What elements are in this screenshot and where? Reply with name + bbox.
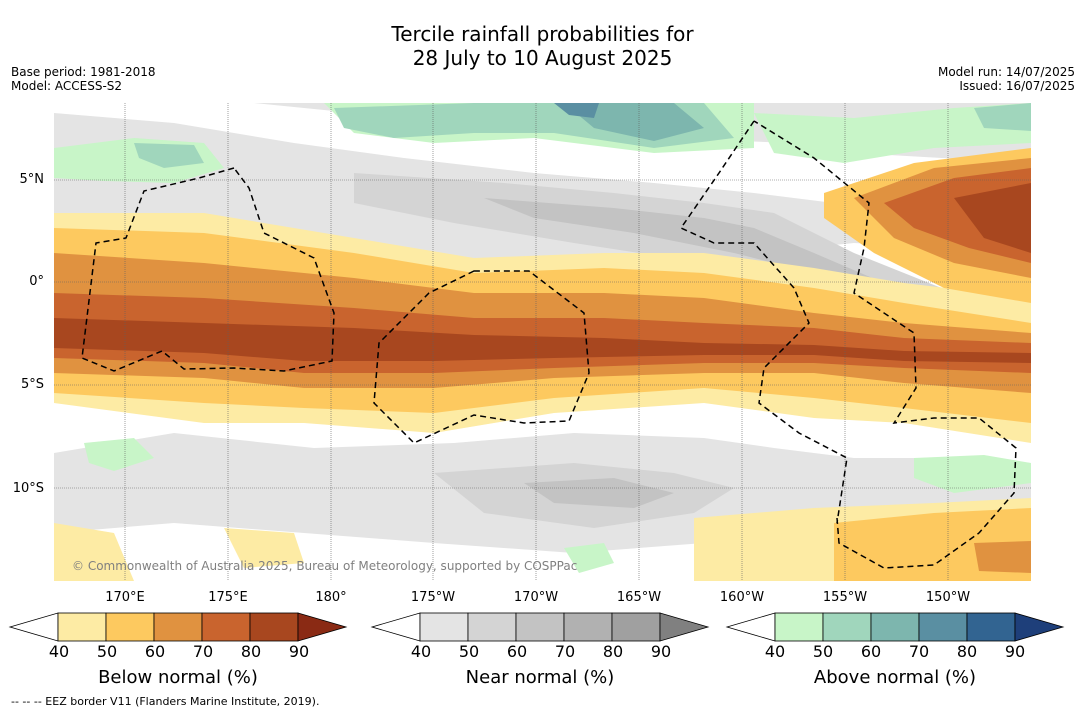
meta-right: Model run: 14/07/2025 Issued: 16/07/2025 — [938, 65, 1075, 93]
colorbar-near-seg-3 — [515, 612, 565, 642]
lat-label-5n: 5°N — [19, 172, 45, 187]
tick-below-90: 90 — [288, 642, 310, 661]
tick-near-80: 80 — [602, 642, 624, 661]
colorbar-below-seg-2 — [105, 612, 155, 642]
lon-label-180: 180° — [315, 590, 347, 605]
colorbar-above-seg-2 — [822, 612, 872, 642]
tick-near-50: 50 — [458, 642, 480, 661]
colorbar-below-label: Below normal (%) — [98, 667, 258, 688]
lon-label-170e: 170°E — [105, 590, 145, 605]
title-line-2: 28 July to 10 August 2025 — [412, 46, 673, 70]
tick-near-60: 60 — [506, 642, 528, 661]
tick-above-60: 60 — [860, 642, 882, 661]
lat-label-10s: 10°S — [12, 481, 44, 496]
lon-label-165w: 165°W — [616, 590, 662, 605]
above-normal-south-west — [84, 438, 154, 471]
tick-below-60: 60 — [144, 642, 166, 661]
colorbar-below-seg-5 — [249, 612, 299, 642]
colorbar-below-seg-1 — [57, 612, 107, 642]
base-period-text: Base period: 1981-2018 — [11, 65, 156, 79]
colorbar-below-over — [297, 612, 348, 642]
above-normal-top-core — [564, 103, 704, 141]
colorbar-below — [8, 612, 348, 642]
colorbar-above — [725, 612, 1065, 642]
colorbar-below-seg-3 — [153, 612, 203, 642]
lon-label-170w: 170°W — [513, 590, 559, 605]
above-normal-south-east — [914, 455, 1031, 493]
lat-label-5s: 5°S — [20, 377, 44, 392]
lat-label-0: 0° — [29, 274, 44, 289]
map-title: Tercile rainfall probabilities for 28 Ju… — [0, 22, 1085, 70]
tick-below-40: 40 — [48, 642, 70, 661]
below-normal-southeast-60 — [974, 541, 1031, 573]
tick-near-90: 90 — [650, 642, 672, 661]
meta-left: Base period: 1981-2018 Model: ACCESS-S2 — [11, 65, 156, 93]
colorbar-near-seg-2 — [467, 612, 517, 642]
below-normal-northeast-80 — [954, 183, 1031, 253]
colorbar-above-under — [725, 612, 776, 642]
colorbar-near — [370, 612, 710, 642]
near-normal-north-darkest — [484, 198, 884, 283]
colorbar-near-seg-1 — [419, 612, 469, 642]
colorbar-above-seg-3 — [870, 612, 920, 642]
rainfall-probability-map: © Commonwealth of Australia 2025, Bureau… — [54, 103, 1031, 581]
colorbar-above-seg-5 — [966, 612, 1016, 642]
above-normal-south-center — [564, 543, 614, 573]
colorbar-above-label: Above normal (%) — [813, 667, 977, 688]
tick-near-70: 70 — [554, 642, 576, 661]
below-normal-band-80 — [54, 318, 1031, 363]
colorbars — [8, 612, 1065, 642]
colorbar-near-seg-4 — [563, 612, 613, 642]
tick-above-70: 70 — [908, 642, 930, 661]
colorbar-below-seg-4 — [201, 612, 251, 642]
copyright-text: © Commonwealth of Australia 2025, Bureau… — [72, 559, 577, 573]
issued-text: Issued: 16/07/2025 — [959, 79, 1075, 93]
tick-near-40: 40 — [410, 642, 432, 661]
eez-footer-note: -- -- -- EEZ border V11 (Flanders Marine… — [11, 695, 320, 708]
eez-borders — [81, 120, 1017, 569]
graticule — [54, 103, 1031, 581]
colorbar-near-under — [370, 612, 421, 642]
colorbar-above-seg-4 — [918, 612, 968, 642]
above-normal-northwest-mid — [134, 143, 204, 168]
colorbar-above-over — [1014, 612, 1065, 642]
tick-above-90: 90 — [1004, 642, 1026, 661]
lon-label-155w: 155°W — [822, 590, 868, 605]
colorbar-near-label: Near normal (%) — [465, 667, 615, 688]
lon-label-160w: 160°W — [719, 590, 765, 605]
tick-below-50: 50 — [96, 642, 118, 661]
tick-below-70: 70 — [192, 642, 214, 661]
tick-above-50: 50 — [812, 642, 834, 661]
tick-above-40: 40 — [764, 642, 786, 661]
tick-above-80: 80 — [956, 642, 978, 661]
tick-below-80: 80 — [240, 642, 262, 661]
model-text: Model: ACCESS-S2 — [11, 79, 123, 93]
colorbar-near-seg-5 — [611, 612, 661, 642]
above-normal-northeast-mid — [974, 103, 1031, 131]
colorbar-near-over — [659, 612, 710, 642]
title-line-1: Tercile rainfall probabilities for — [391, 22, 694, 46]
model-run-text: Model run: 14/07/2025 — [937, 65, 1075, 79]
lon-label-150w: 150°W — [925, 590, 971, 605]
above-normal-top-peak — [554, 103, 599, 118]
lon-label-175w: 175°W — [410, 590, 456, 605]
below-normal-south-mid — [224, 528, 304, 568]
below-normal-southwest — [54, 523, 134, 581]
above-normal-northeast — [754, 103, 1031, 163]
colorbar-above-seg-1 — [774, 612, 824, 642]
colorbar-below-under — [8, 612, 59, 642]
lon-label-175e: 175°E — [208, 590, 248, 605]
near-normal-south-darkest — [524, 478, 674, 508]
